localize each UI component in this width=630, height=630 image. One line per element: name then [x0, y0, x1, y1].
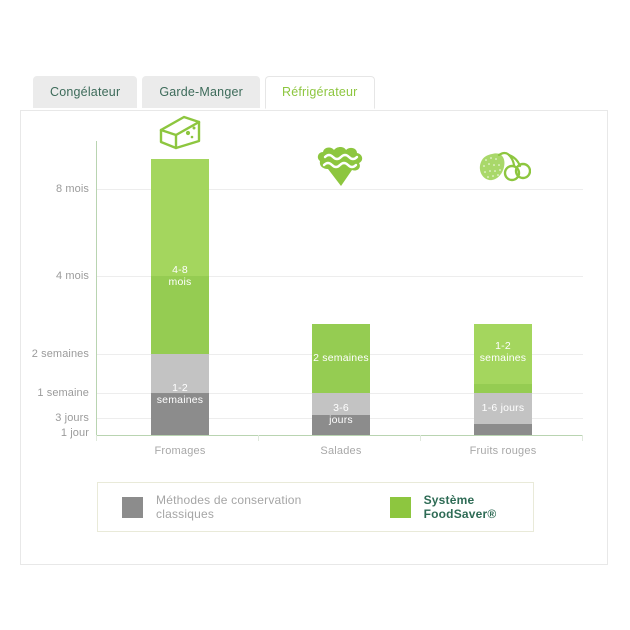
- segment-fromages-classic-upper: [151, 354, 209, 393]
- x-tick-0: [96, 435, 97, 441]
- segment-label: 1-2 semaines: [479, 339, 527, 364]
- segment-label: 1-2 semaines: [156, 381, 204, 406]
- legend-label-foodsaver: Système FoodSaver®: [423, 493, 497, 521]
- legend-swatch-classic: [122, 496, 143, 518]
- cheese-icon: [156, 112, 204, 152]
- segment-label: 3-6 jours: [329, 401, 353, 426]
- legend-swatch-foodsaver: [389, 496, 411, 518]
- x-tick-1: [258, 435, 259, 441]
- segment-fruits-foodsaver-lower: [474, 384, 532, 393]
- legend-item-classic: Méthodes de conservation classiques: [122, 493, 337, 521]
- segment-fruits-classic-lower: [474, 424, 532, 435]
- segment-fruits-classic-upper: [474, 393, 532, 424]
- bar-group-fruits-rouges[interactable]: 1-2 semaines 1-6 jours: [474, 111, 532, 435]
- x-axis-line: [96, 435, 583, 436]
- segment-fruits-foodsaver-upper: [474, 324, 532, 384]
- tab-garde-manger[interactable]: Garde-Manger: [142, 76, 260, 108]
- segment-label: 4-8 mois: [168, 263, 192, 288]
- segment-fromages-foodsaver-lower: [151, 276, 209, 354]
- x-category-fromages: Fromages: [154, 445, 206, 457]
- chart-legend: Méthodes de conservation classiques Syst…: [97, 482, 534, 532]
- gridline-4-mois: [96, 276, 583, 277]
- y-tick-1-jour: 1 jour: [60, 427, 89, 439]
- legend-label-classic: Méthodes de conservation classiques: [156, 493, 302, 521]
- segment-fromages-classic-lower: [151, 393, 209, 435]
- bar-group-salades[interactable]: 2 semaines 3-6 jours: [312, 111, 370, 435]
- storage-duration-chart: 8 mois 4 mois 2 semaines 1 semaine 3 jou…: [21, 111, 609, 566]
- y-tick-1-semaine: 1 semaine: [37, 387, 89, 399]
- y-tick-2-semaines: 2 semaines: [31, 348, 89, 360]
- chart-card: 8 mois 4 mois 2 semaines 1 semaine 3 jou…: [20, 110, 608, 565]
- gridline-8-mois: [96, 189, 583, 190]
- legend-item-foodsaver: Système FoodSaver®: [389, 493, 533, 521]
- y-tick-4-mois: 4 mois: [56, 270, 89, 282]
- segment-label: 2 semaines: [313, 352, 369, 365]
- tab-refrigerateur[interactable]: Réfrigérateur: [265, 76, 375, 109]
- segment-salades-classic-lower: [312, 415, 370, 435]
- y-axis-labels: 8 mois 4 mois 2 semaines 1 semaine 3 jou…: [21, 111, 89, 566]
- x-tick-2: [420, 435, 421, 441]
- tab-bar: Congélateur Garde-Manger Réfrigérateur: [33, 76, 375, 109]
- bar-group-fromages[interactable]: 4-8 mois 1-2 semaines: [151, 111, 209, 435]
- segment-fruits-foodsaver-label-wrap: 1-2 semaines: [474, 339, 532, 365]
- tab-congelateur[interactable]: Congélateur: [33, 76, 138, 108]
- x-tick-3: [582, 435, 583, 441]
- segment-salades-foodsaver: 2 semaines: [312, 324, 370, 393]
- segment-salades-classic-upper: [312, 393, 370, 415]
- x-category-fruits-rouges: Fruits rouges: [469, 445, 537, 457]
- segment-fromages-classic-label-wrap: 1-2 semaines: [151, 381, 209, 406]
- segment-label: 1-6 jours: [481, 401, 525, 414]
- segment-salades-classic-label-wrap: 3-6 jours: [312, 401, 370, 426]
- segment-fruits-classic-label-wrap: 1-6 jours: [474, 397, 532, 419]
- segment-fromages-foodsaver-upper: [151, 159, 209, 276]
- lettuce-icon: [314, 145, 368, 187]
- berries-icon: [475, 145, 531, 187]
- segment-fromages-foodsaver-label-wrap: 4-8 mois: [151, 263, 209, 288]
- x-category-salades: Salades: [320, 445, 362, 457]
- y-tick-3-jours: 3 jours: [55, 412, 89, 424]
- y-tick-8-mois: 8 mois: [56, 183, 89, 195]
- y-axis-line: [96, 141, 97, 436]
